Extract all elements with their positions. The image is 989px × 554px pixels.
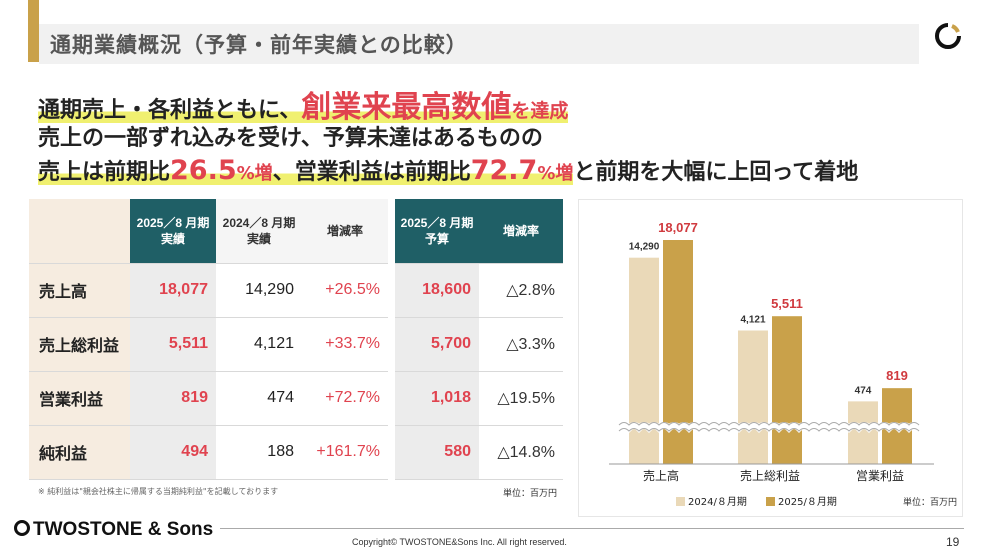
category-label: 営業利益 [856,469,904,483]
table-corner [29,199,130,264]
copyright: Copyright© TWOSTONE&Sons Inc. All right … [352,537,567,547]
legend-swatch-current [766,497,775,506]
op-profit-growth-value: 72.7 [470,155,538,186]
budget-value: 1,018 [395,371,479,426]
budget-diff-value: △19.5% [479,371,563,426]
headline-unit: %増 [236,163,273,184]
page-number: 19 [946,535,960,549]
footer-divider [220,528,964,529]
legend-label-current: 2025/８月期 [778,496,837,508]
table-footnote: ※ 純利益は"親会社株主に帰属する当期純利益"を記載しております [38,487,279,496]
bar-prev-label: 4,121 [740,314,765,325]
previous-actual-value: 474 [216,371,302,426]
row-label: 売上高 [29,263,130,318]
headline-text: と前期を大幅に上回って着地 [573,160,859,185]
budget-value: 580 [395,425,479,480]
previous-actual-value: 188 [216,425,302,480]
previous-actual-value: 14,290 [216,263,302,318]
header-change-rate: 増減率 [302,199,388,264]
table-row: 売上総利益 5,511 4,121 +33.7% [29,317,388,372]
headline-line-3: 売上は前期比26.5%増、営業利益は前期比72.7%増と前期を大幅に上回って着地 [38,154,858,186]
axis-break-line [618,428,920,432]
bar-chart: 14,290 18,077 売上高 4,121 5,511 売上総利益 474 819 営業利益… [578,199,963,517]
headline-text: 通期売上・各利益ともに、 [38,98,302,123]
category-label: 売上高 [643,468,679,483]
headline-text: 売上は前期比 [38,160,171,185]
bar-chart-svg: 14,290 18,077 売上高 4,121 5,511 売上総利益 474 819 営業利益… [609,220,957,508]
row-label: 売上総利益 [29,317,130,372]
table-row: 580 △14.8% [395,425,563,480]
current-actual-value: 494 [130,425,216,480]
header-budget-diff: 増減率 [479,199,563,264]
sales-growth-value: 26.5 [170,155,237,186]
bar-prev [629,257,659,464]
header-budget: 2025／8 月期 予算 [395,199,479,264]
axis-break-gap [616,422,922,433]
table-row: 売上高 18,077 14,290 +26.5% [29,263,388,318]
table-row: 純利益 494 188 +161.7% [29,425,388,480]
results-table: 2025／8 月期 実績 2024／8 月期 実績 増減率 売上高 18,077 14,… [29,199,388,480]
headline-text: を達成 [511,100,569,122]
change-rate-value: +72.7% [302,371,388,426]
axis-break-line [618,422,920,426]
headline-line-2: 売上の一部ずれ込みを受け、予算未達はあるものの [38,126,543,151]
change-rate-value: +26.5% [302,263,388,318]
brand-mark-icon [935,23,961,49]
logo-ring-icon [14,520,30,536]
table-unit: 単位：百万円 [503,489,558,499]
current-actual-value: 5,511 [130,317,216,372]
table-row: 営業利益 819 474 +72.7% [29,371,388,426]
previous-actual-value: 4,121 [216,317,302,372]
headline-text: 、営業利益は前期比 [272,160,471,185]
company-logo: TWOSTONE & Sons [14,519,213,541]
budget-diff-value: △14.8% [479,425,563,480]
category-label: 売上総利益 [740,468,800,483]
bar-prev-label: 14,290 [629,242,660,253]
table-row: 1,018 △19.5% [395,371,563,426]
budget-value: 5,700 [395,317,479,372]
row-label: 営業利益 [29,371,130,426]
budget-diff-value: △2.8% [479,263,563,318]
legend-label-prev: 2024/８月期 [688,496,747,508]
budget-diff-value: △3.3% [479,317,563,372]
title-background [39,24,919,64]
page-title: 通期業績概況（予算・前年実績との比較） [50,33,468,57]
headline-line-1: 通期売上・各利益ともに、創業来最高数値を達成 [38,82,569,126]
bar-prev [848,401,878,464]
bar-prev [738,330,768,464]
budget-table: 2025／8 月期 予算 増減率 18,600 △2.8% 5,700 △3.3% 1,0… [395,199,563,480]
chart-unit: 単位：百万円 [903,496,957,508]
header-previous-actual: 2024／8 月期 実績 [216,199,302,264]
title-accent-bar [28,0,39,62]
table-row: 18,600 △2.8% [395,263,563,318]
current-actual-value: 819 [130,371,216,426]
bar-current-label: 18,077 [658,220,698,235]
bar-prev-label: 474 [855,385,872,396]
bar-current-label: 5,511 [771,296,803,311]
header-current-actual: 2025／8 月期 実績 [130,199,216,264]
headline-emphasis: 創業来最高数値 [301,90,512,125]
headline-unit: %増 [537,163,574,184]
current-actual-value: 18,077 [130,263,216,318]
row-label: 純利益 [29,425,130,480]
change-rate-value: +33.7% [302,317,388,372]
bar-current [772,316,802,464]
bar-current-label: 819 [886,368,908,383]
change-rate-value: +161.7% [302,425,388,480]
table-row: 5,700 △3.3% [395,317,563,372]
budget-value: 18,600 [395,263,479,318]
legend-swatch-prev [676,497,685,506]
